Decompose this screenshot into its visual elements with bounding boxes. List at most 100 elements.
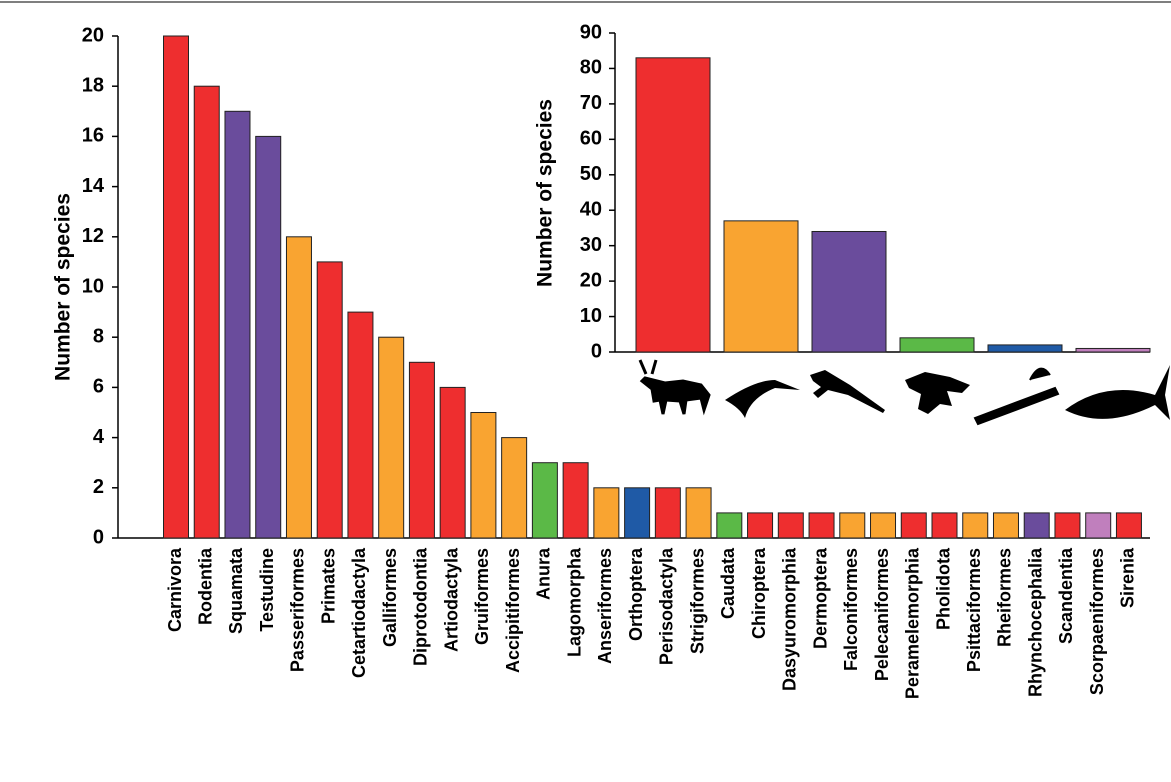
bar — [408, 361, 435, 539]
bar — [1115, 512, 1142, 539]
x-tick-label: Psittaciformes — [964, 548, 984, 672]
x-tick-label: Gruiformes — [472, 548, 492, 645]
bar — [962, 512, 989, 539]
x-tick-label: Carnivora — [165, 547, 185, 632]
x-tick-label: Testudine — [257, 548, 277, 632]
x-tick-label: Galliformes — [380, 548, 400, 647]
bar — [285, 236, 312, 539]
bar — [624, 487, 651, 539]
x-tick-label: Squamata — [226, 547, 246, 634]
x-tick-label: Dermoptera — [810, 547, 830, 649]
frog-icon — [905, 372, 970, 414]
y-tick-label: 18 — [82, 74, 104, 96]
bar — [808, 512, 835, 539]
bird-icon — [725, 380, 800, 418]
y-tick-label: 50 — [580, 163, 602, 185]
x-tick-label: Anura — [534, 547, 554, 600]
animal-icons — [638, 359, 1170, 426]
x-tick-label: Perisodactyla — [657, 547, 677, 665]
y-tick-label: 0 — [591, 340, 602, 362]
bar — [1075, 347, 1151, 353]
bar — [316, 261, 343, 539]
bar — [470, 412, 497, 539]
grasshopper-icon — [973, 367, 1060, 426]
bar — [1054, 512, 1081, 539]
bar — [1085, 512, 1112, 539]
y-tick-label: 20 — [82, 24, 104, 46]
y-tick-label: 60 — [580, 128, 602, 150]
y-tick-label: 10 — [580, 305, 602, 327]
deer-icon — [638, 359, 711, 416]
bar — [716, 512, 743, 539]
bar — [654, 487, 681, 539]
y-tick-label: 30 — [580, 234, 602, 256]
bar — [747, 512, 774, 539]
fish-icon — [1065, 365, 1170, 420]
bar — [777, 512, 804, 539]
x-tick-label: Chiroptera — [749, 547, 769, 639]
bar — [635, 57, 711, 353]
x-tick-label: Caudata — [718, 547, 738, 619]
bar — [562, 462, 589, 539]
x-tick-label: Passeriformes — [288, 548, 308, 672]
y-tick-label: 14 — [82, 175, 105, 197]
bar — [839, 512, 866, 539]
y-axis-label: Number of species — [534, 99, 557, 287]
y-tick-label: 6 — [93, 376, 104, 398]
x-tick-label: Lagomorpha — [564, 547, 584, 657]
bar — [255, 135, 282, 539]
bar — [899, 337, 975, 353]
x-tick-label: Accipitiformes — [503, 548, 523, 673]
y-tick-label: 16 — [82, 125, 104, 147]
y-tick-label: 4 — [93, 426, 105, 448]
bar — [347, 311, 374, 539]
x-tick-label: Dasyuromorphia — [780, 547, 800, 691]
x-tick-label: Cetartiodactyla — [349, 547, 369, 678]
x-tick-label: Anseriformes — [595, 548, 615, 664]
bar — [811, 230, 887, 353]
x-tick-label: Falconiformes — [841, 548, 861, 671]
bar — [900, 512, 927, 539]
y-tick-label: 70 — [580, 92, 602, 114]
x-tick-label: Peramelemorphia — [903, 547, 923, 699]
bar — [378, 336, 405, 539]
x-tick-label: Scorpaeniformes — [1087, 548, 1107, 695]
bar — [685, 487, 712, 539]
y-tick-label: 20 — [580, 269, 602, 291]
y-tick-label: 2 — [93, 476, 104, 498]
x-tick-label: Rheiformes — [995, 548, 1015, 647]
bar — [1023, 512, 1050, 539]
bar — [439, 386, 466, 539]
y-tick-label: 90 — [580, 21, 602, 43]
bar — [992, 512, 1019, 539]
bar — [224, 110, 251, 539]
x-tick-label: Pelecaniformes — [872, 548, 892, 681]
x-tick-label: Sirenia — [1118, 547, 1138, 608]
y-tick-label: 12 — [82, 225, 104, 247]
bar — [870, 512, 897, 539]
y-tick-label: 10 — [82, 275, 104, 297]
x-tick-label: Artiodactyla — [441, 547, 461, 652]
x-tick-label: Rhynchocephalia — [1025, 547, 1045, 697]
x-tick-label: Orthoptera — [626, 547, 646, 641]
bar — [531, 462, 558, 539]
x-tick-label: Strigiformes — [687, 548, 707, 654]
bar — [501, 437, 528, 539]
bar — [931, 512, 958, 539]
bar — [193, 85, 220, 539]
x-tick-label: Scandentia — [1056, 547, 1076, 644]
y-tick-label: 0 — [93, 526, 104, 548]
y-tick-label: 80 — [580, 57, 602, 79]
x-tick-label: Rodentia — [195, 547, 215, 625]
bar — [723, 220, 799, 353]
y-axis-label: Number of species — [52, 193, 75, 381]
bar — [593, 487, 620, 539]
x-tick-label: Diprotodontia — [411, 547, 431, 666]
bar — [987, 344, 1063, 353]
bar — [163, 35, 189, 539]
lizard-icon — [810, 370, 885, 413]
y-tick-label: 40 — [580, 199, 602, 221]
x-tick-label: Primates — [318, 548, 338, 624]
x-tick-label: Pholidota — [933, 547, 953, 630]
